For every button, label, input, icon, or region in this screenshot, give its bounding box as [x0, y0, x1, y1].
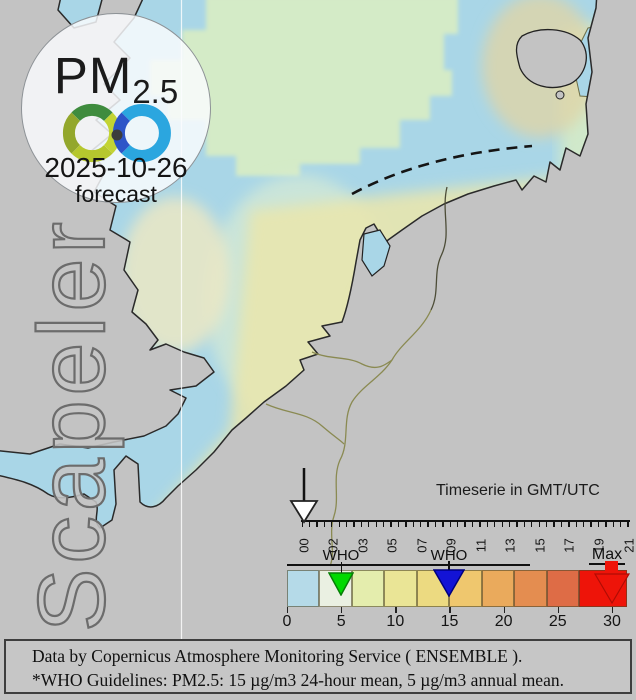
logo-badge: PM2.5 2025-10-26 forecast [21, 13, 211, 207]
timeline-tick [523, 522, 526, 527]
who-annual-marker [328, 572, 355, 596]
forecast-date: 2025-10-26 [44, 152, 188, 183]
timeline-tick [545, 522, 548, 527]
colorbar-cell [546, 570, 580, 607]
timeline-tick [331, 522, 333, 527]
timeline-tick [308, 522, 311, 527]
timeline-tick [397, 522, 400, 527]
timeline-tick [457, 522, 459, 527]
timeline-title: Timeserie in GMT/UTC [436, 482, 600, 499]
timeline-tick [434, 522, 437, 527]
colorbar-scale-tick [557, 607, 560, 613]
timeline-axis[interactable] [301, 520, 630, 522]
wadden-islands [351, 144, 533, 196]
colorbar-scale-number: 10 [386, 613, 405, 630]
timeline-tick [345, 522, 348, 527]
colorbar-scale-tick [341, 607, 343, 613]
timeline-tick [390, 522, 392, 527]
colorbar-cell [351, 570, 385, 607]
colorbar-scale-number: 30 [603, 613, 621, 630]
timeline-tick [494, 522, 496, 527]
colorbar-cell [384, 570, 417, 607]
timeline-tick-label[interactable]: 17 [561, 538, 577, 553]
max-label: Max [582, 546, 632, 565]
timeline-tick [420, 522, 422, 527]
timeline-tick-label[interactable]: 05 [384, 538, 400, 553]
timeline-tick [382, 522, 385, 527]
timeline-tick [301, 522, 303, 527]
timeline-tick [590, 522, 592, 527]
timeline-tick [605, 522, 607, 527]
colorbar-scale-tick [611, 607, 614, 613]
time-pointer[interactable] [288, 466, 320, 524]
max-marker [593, 561, 631, 605]
pollutant-title: PM2.5 [53, 47, 179, 110]
colorbar-scale-tick [449, 607, 451, 613]
timeline-tick [627, 522, 629, 527]
timeline-tick-label[interactable]: 11 [473, 538, 489, 553]
timeline-tick [375, 522, 377, 527]
who-24h-marker [433, 569, 466, 597]
timeline-tick [508, 522, 511, 527]
timeline-tick [323, 522, 326, 527]
who-annual-label: WHO [322, 547, 360, 564]
timeline-tick-label[interactable]: 15 [532, 538, 548, 553]
timeline-tick [597, 522, 600, 527]
timeline-tick [479, 522, 481, 527]
timeline-tick [568, 522, 570, 527]
timeline-tick [338, 522, 340, 527]
timeline-tick [501, 522, 503, 527]
timeline-tick [538, 522, 540, 527]
colorbar-cell [514, 570, 547, 607]
colorbar-guide-line [287, 564, 530, 566]
timeline-tick [560, 522, 563, 527]
timeline-tick [486, 522, 489, 527]
colorbar-scale-tick [287, 607, 289, 613]
who-guidelines-line: *WHO Guidelines: PM2.5: 15 µg/m3 24-hour… [32, 670, 564, 690]
island-funen [515, 28, 587, 89]
timeline-tick [612, 522, 614, 527]
colorbar-cell [287, 570, 320, 607]
timeline-tick [464, 522, 466, 527]
timeline-tick [412, 522, 414, 527]
who-24h-label: WHO [430, 547, 468, 564]
timeline-tick [516, 522, 518, 527]
who-24h-connector [448, 561, 450, 571]
country-borders [265, 186, 448, 567]
timeline-tick [531, 522, 533, 527]
colorbar-scale-number: 20 [494, 613, 513, 630]
timeline-tick [427, 522, 429, 527]
who-annual-connector [340, 562, 343, 574]
attribution-box: Data by Copernicus Atmosphere Monitoring… [4, 639, 632, 694]
timeline-tick [449, 522, 451, 527]
colorbar-scale-number: 5 [336, 613, 346, 630]
timeline-tick [575, 522, 577, 527]
data-source-line: Data by Copernicus Atmosphere Monitoring… [32, 646, 523, 666]
timeline-tick [620, 522, 622, 527]
timeline-tick [442, 522, 444, 527]
timeline-tick [353, 522, 355, 527]
colorbar-scale-tick [503, 607, 505, 613]
timeline-tick-label[interactable]: 13 [502, 538, 518, 553]
timeline-tick [553, 522, 555, 527]
colorbar-scale-tick [395, 607, 397, 613]
timeline-tick [316, 522, 318, 527]
ijsselmeer [361, 229, 391, 277]
forecast-mode-label: forecast [75, 181, 157, 207]
timeline-tick [471, 522, 474, 527]
timeline-tick [368, 522, 370, 527]
timeline-tick [583, 522, 585, 527]
timeline-tick [360, 522, 363, 527]
colorbar-scale-number: 15 [440, 613, 459, 630]
timeline-tick [405, 522, 407, 527]
timeline-tick-label[interactable]: 00 [296, 538, 311, 553]
colorbar-scale-number: 0 [282, 613, 292, 630]
colorbar-cell [481, 570, 515, 607]
colorbar-scale-number: 25 [548, 613, 567, 630]
scapeler-infinity-icon [62, 103, 171, 163]
